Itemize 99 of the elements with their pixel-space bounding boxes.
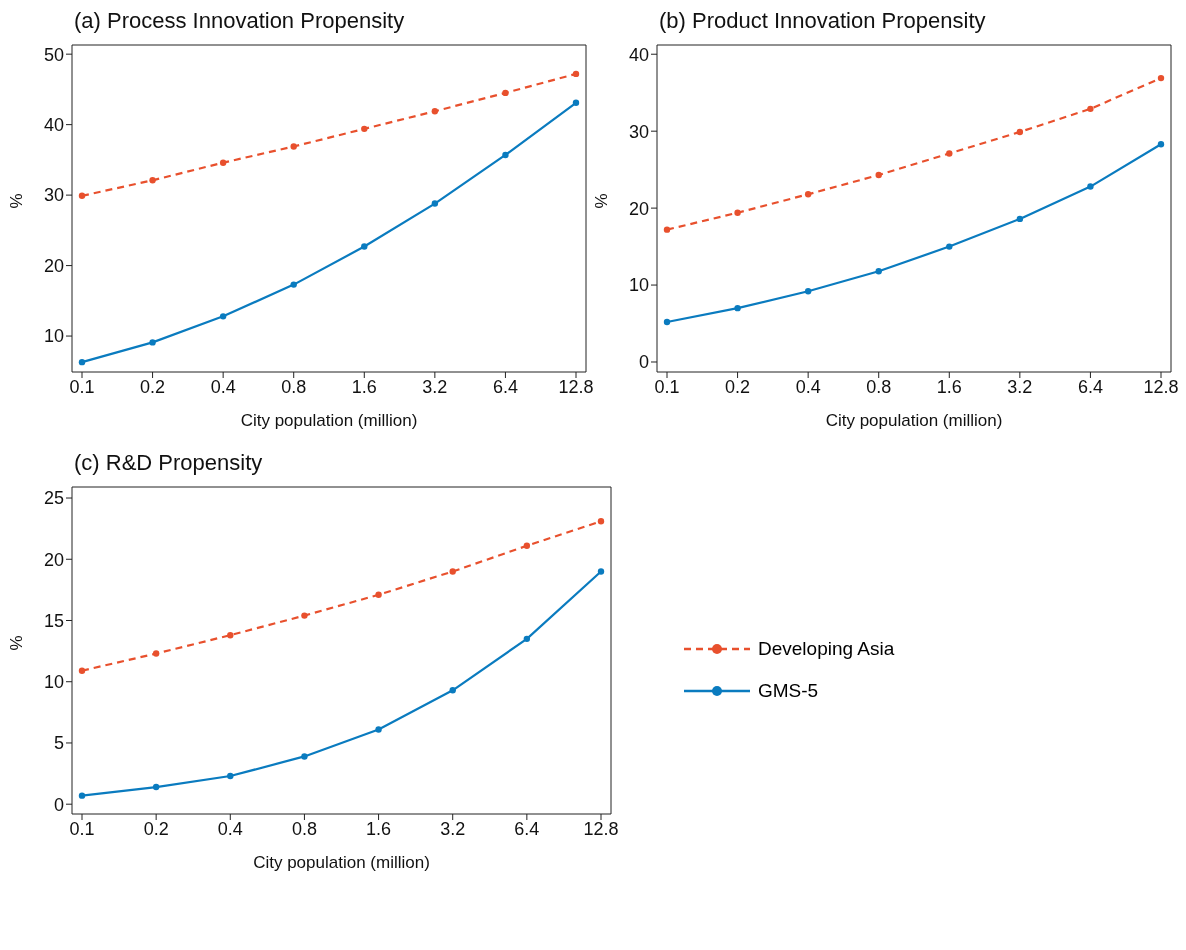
point bbox=[875, 171, 882, 179]
x-axis-title: City population (million) bbox=[825, 411, 1003, 430]
point bbox=[149, 339, 156, 346]
x-tick-label: 6.4 bbox=[492, 376, 518, 397]
point bbox=[290, 281, 297, 288]
y-tick-label: 20 bbox=[43, 549, 64, 570]
point bbox=[502, 151, 509, 159]
x-tick-label: 0.8 bbox=[281, 376, 307, 397]
chart-title: (c) R&D Propensity bbox=[73, 450, 264, 477]
x-tick-label: 6.4 bbox=[514, 818, 540, 839]
point bbox=[431, 108, 439, 115]
point bbox=[227, 631, 234, 639]
y-tick-label: 0 bbox=[638, 352, 649, 373]
point bbox=[219, 159, 227, 166]
y-axis-title: % bbox=[7, 635, 27, 651]
y-tick-label: 10 bbox=[628, 275, 649, 296]
y-tick-label: 20 bbox=[628, 198, 649, 219]
x-tick-label: 0.1 bbox=[69, 376, 95, 397]
point bbox=[78, 667, 86, 674]
y-tick-label: 0 bbox=[53, 794, 64, 815]
y-tick-label: 30 bbox=[43, 185, 64, 206]
point bbox=[290, 143, 297, 150]
point bbox=[1157, 74, 1165, 82]
x-tick-label: 0.4 bbox=[217, 818, 243, 839]
x-tick-label: 0.1 bbox=[69, 818, 95, 839]
y-tick-label: 40 bbox=[43, 115, 64, 136]
x-tick-label: 0.2 bbox=[140, 376, 166, 397]
x-tick-label: 1.6 bbox=[366, 818, 392, 839]
point bbox=[523, 635, 531, 643]
point bbox=[301, 612, 308, 619]
y-tick-label: 10 bbox=[43, 326, 64, 347]
point bbox=[449, 687, 456, 694]
point bbox=[734, 209, 741, 216]
point bbox=[375, 726, 382, 733]
x-tick-label: 1.6 bbox=[351, 376, 377, 397]
point bbox=[149, 177, 156, 184]
point bbox=[597, 518, 605, 525]
point bbox=[1157, 141, 1165, 148]
x-tick-label: 1.6 bbox=[936, 376, 962, 397]
point bbox=[78, 192, 86, 200]
point bbox=[78, 792, 86, 799]
point bbox=[431, 200, 439, 207]
point bbox=[804, 288, 812, 295]
x-tick-label: 0.2 bbox=[143, 818, 169, 839]
point bbox=[1016, 128, 1024, 136]
y-tick-label: 50 bbox=[43, 44, 64, 65]
x-axis-title: City population (million) bbox=[253, 853, 430, 872]
point bbox=[1087, 183, 1094, 190]
x-tick-label: 3.2 bbox=[422, 376, 448, 397]
point bbox=[502, 89, 509, 97]
x-tick-label: 0.1 bbox=[654, 376, 680, 397]
x-tick-label: 12.8 bbox=[558, 376, 594, 397]
x-tick-label: 12.8 bbox=[583, 818, 619, 839]
y-tick-label: 5 bbox=[53, 733, 64, 754]
point bbox=[875, 268, 882, 275]
y-tick-label: 20 bbox=[43, 255, 64, 276]
y-tick-label: 10 bbox=[43, 672, 64, 693]
x-tick-label: 0.4 bbox=[210, 376, 236, 397]
point bbox=[152, 783, 160, 791]
point bbox=[375, 591, 382, 598]
x-tick-label: 0.8 bbox=[866, 376, 892, 397]
point bbox=[449, 568, 456, 575]
legend-label: GMS-5 bbox=[758, 680, 819, 702]
point bbox=[1087, 105, 1094, 113]
y-tick-label: 30 bbox=[628, 121, 649, 142]
x-tick-label: 0.8 bbox=[291, 818, 317, 839]
x-axis-title: City population (million) bbox=[240, 411, 418, 430]
point bbox=[301, 753, 308, 760]
point bbox=[361, 243, 368, 250]
chart-title: (b) Product Innovation Propensity bbox=[658, 8, 987, 35]
x-tick-label: 0.4 bbox=[795, 376, 821, 397]
x-tick-label: 12.8 bbox=[1143, 376, 1179, 397]
point bbox=[572, 99, 580, 106]
point bbox=[804, 191, 812, 198]
y-tick-label: 40 bbox=[628, 44, 649, 65]
x-tick-label: 6.4 bbox=[1077, 376, 1103, 397]
point bbox=[152, 650, 160, 657]
point bbox=[734, 304, 741, 312]
y-axis-title: % bbox=[7, 193, 27, 209]
x-tick-label: 3.2 bbox=[440, 818, 466, 839]
y-axis-title: % bbox=[592, 193, 612, 209]
point bbox=[572, 70, 580, 78]
point bbox=[663, 318, 671, 326]
y-tick-label: 25 bbox=[43, 488, 64, 509]
point bbox=[1016, 215, 1024, 223]
chart-title: (a) Process Innovation Propensity bbox=[73, 8, 406, 35]
y-tick-label: 15 bbox=[43, 610, 64, 631]
point bbox=[219, 313, 227, 320]
legend-label: Developing Asia bbox=[758, 638, 895, 660]
point bbox=[597, 568, 605, 575]
point bbox=[946, 243, 953, 250]
point bbox=[946, 150, 953, 157]
point bbox=[78, 358, 86, 366]
point bbox=[663, 226, 671, 233]
x-tick-label: 3.2 bbox=[1007, 376, 1033, 397]
point bbox=[227, 772, 234, 780]
x-tick-label: 0.2 bbox=[725, 376, 751, 397]
point bbox=[523, 542, 531, 549]
point bbox=[361, 125, 368, 133]
